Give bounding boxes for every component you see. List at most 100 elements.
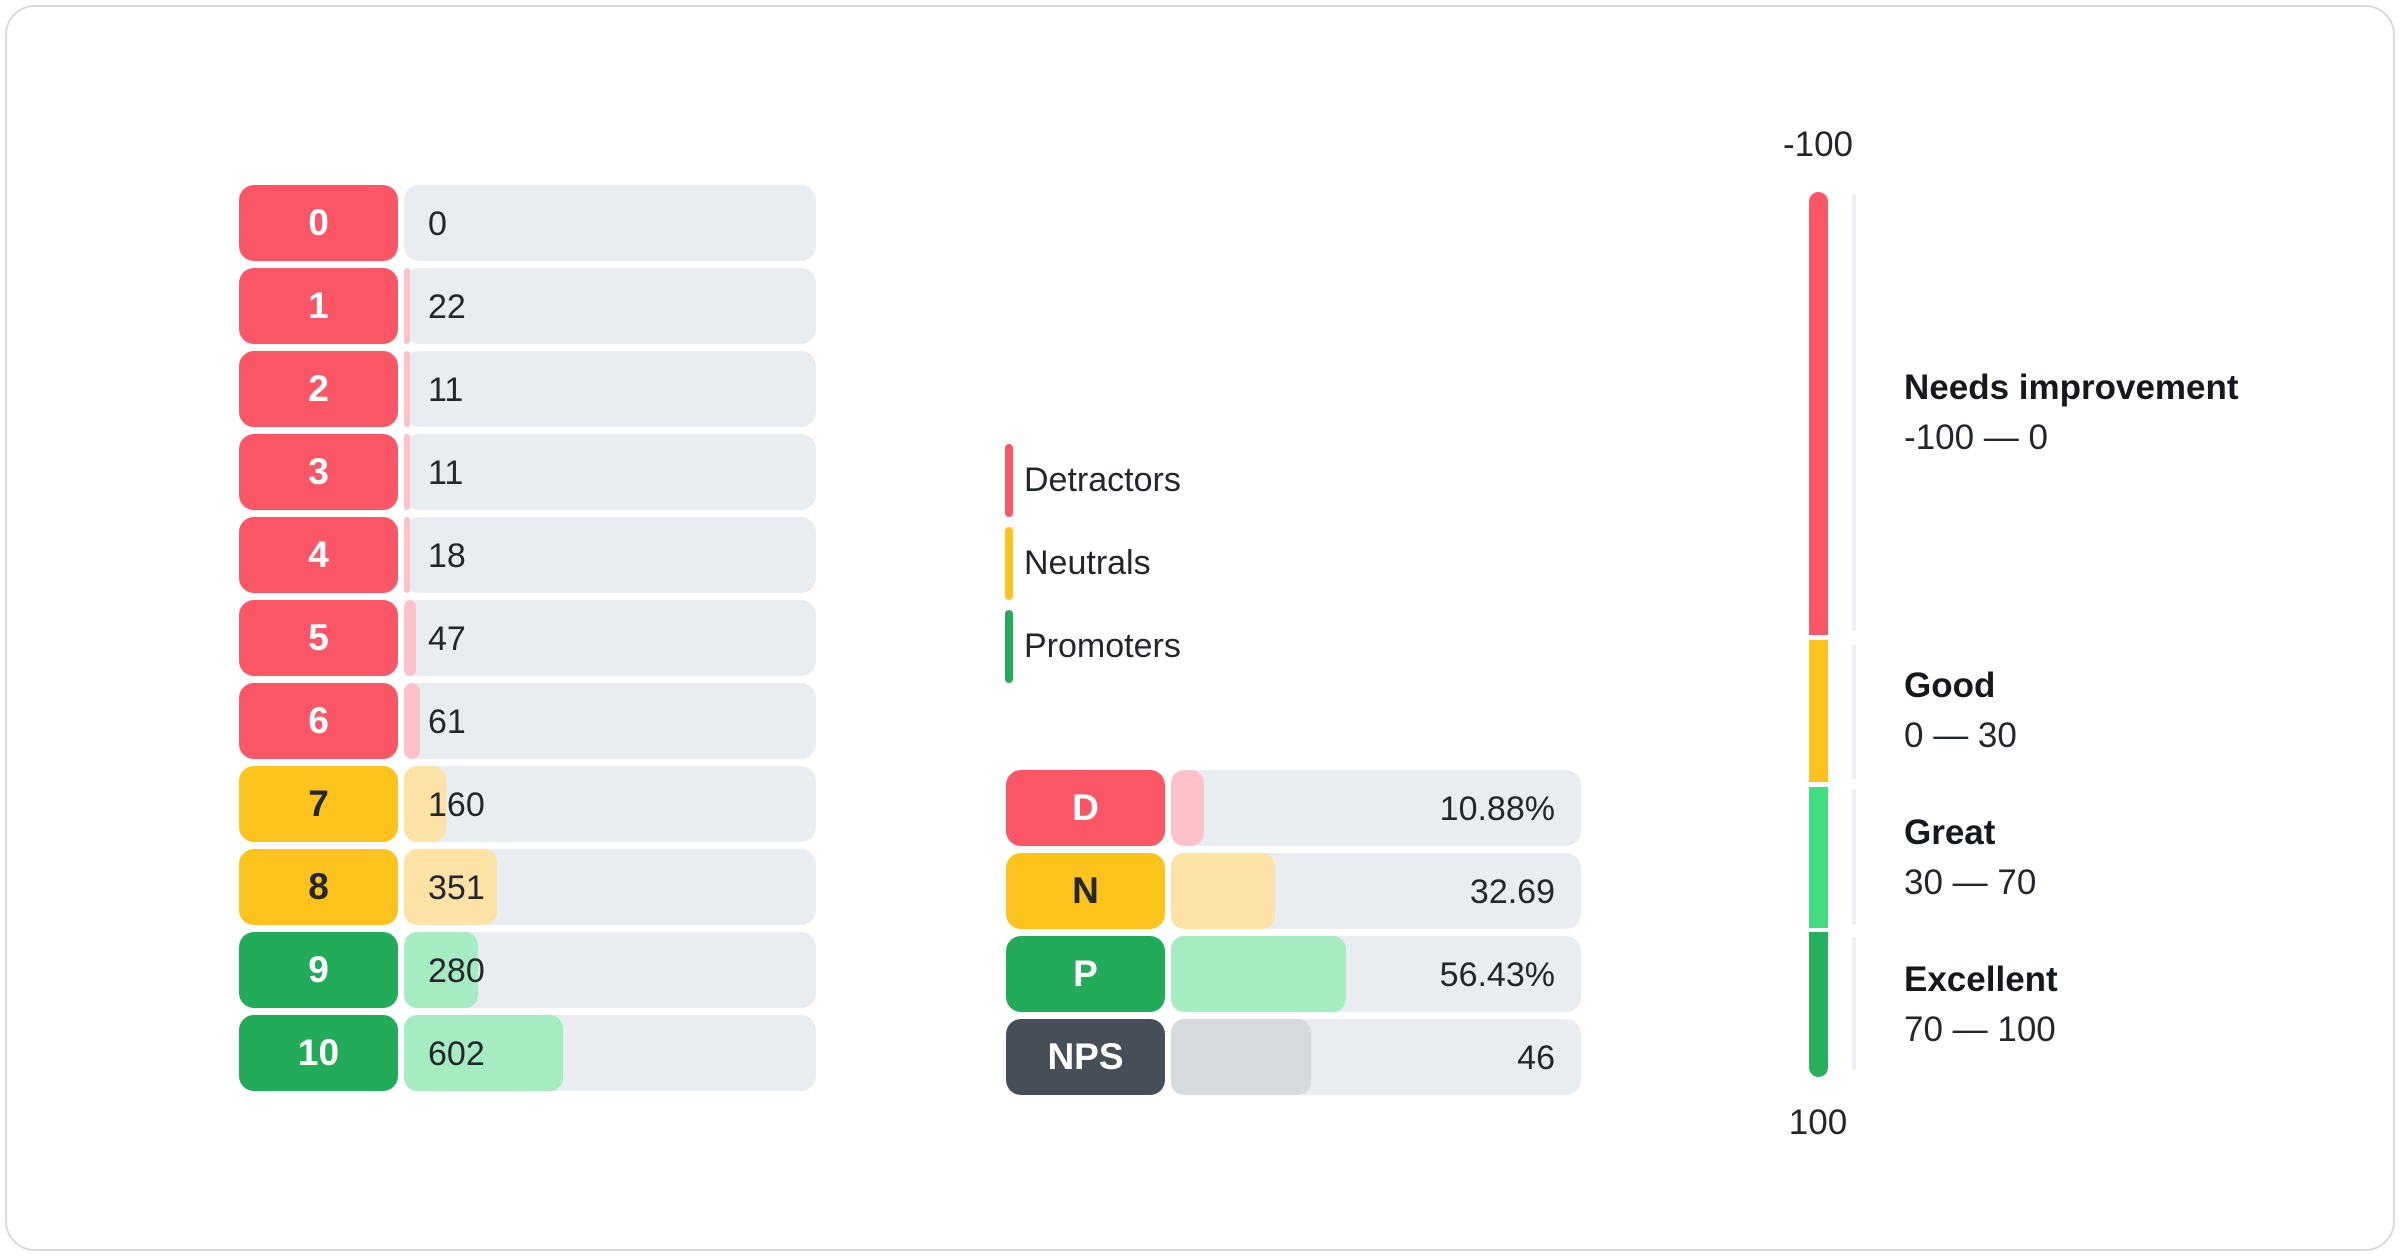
score-row-0-badge: 0	[239, 185, 398, 261]
score-row-8-badge: 8	[239, 849, 398, 925]
legend-item-neutrals: Neutrals	[1005, 527, 1181, 600]
summary-row-d: D 10.88%	[1006, 770, 1581, 846]
score-row-5-fill	[404, 600, 417, 676]
summary-row-p: P 56.43%	[1006, 936, 1581, 1012]
score-row-7-badge: 7	[239, 766, 398, 842]
score-row-2-count: 11	[428, 371, 464, 409]
score-row-9-track: 280	[404, 932, 816, 1008]
gauge-segment-3	[1809, 932, 1828, 1077]
score-row-1-count: 22	[428, 288, 466, 326]
score-row-3-count: 11	[428, 454, 464, 492]
score-row-6-fill	[404, 683, 421, 759]
score-row-6-count: 61	[428, 703, 466, 741]
score-row-3: 3 11	[239, 434, 816, 510]
score-row-5-track: 47	[404, 600, 816, 676]
score-row-1-track: 22	[404, 268, 816, 344]
zone-name: Needs improvement	[1904, 368, 2239, 407]
zone-label-good: Good 0 — 30	[1904, 661, 2017, 761]
zone-range: -100 — 0	[1904, 418, 2048, 457]
score-row-8-fill	[404, 849, 497, 925]
summary-row-d-value: 10.88%	[1439, 790, 1555, 828]
summary-row-nps: NPS 46	[1006, 1019, 1581, 1095]
summary-row-n-badge: N	[1006, 853, 1165, 929]
nps-gauge-bar	[1809, 192, 1828, 1077]
summary-row-nps-fill	[1171, 1019, 1311, 1095]
summary-row-n-track: 32.69	[1171, 853, 1581, 929]
score-row-3-track: 11	[404, 434, 816, 510]
score-row-1: 1 22	[239, 268, 816, 344]
score-row-8: 8 351	[239, 849, 816, 925]
gauge-bottom-label: 100	[1788, 1103, 1848, 1142]
summary-row-d-badge: D	[1006, 770, 1165, 846]
score-row-2-fill	[404, 351, 410, 427]
zone-label-excellent: Excellent 70 — 100	[1904, 955, 2058, 1055]
summary-row-nps-value: 46	[1517, 1039, 1555, 1077]
nps-widget-card: 0 0 1 22 2 11 3 11 4 18 5 47 6 61 7 160 8 351 9 280 10 602 De…	[5, 5, 2395, 1251]
zone-name: Great	[1904, 813, 1996, 852]
summary-row-nps-badge: NPS	[1006, 1019, 1165, 1095]
zone-label-great: Great 30 — 70	[1904, 808, 2036, 908]
legend-item-promoters: Promoters	[1005, 610, 1181, 683]
gauge-top-label: -100	[1782, 125, 1854, 164]
gauge-segment-1	[1809, 640, 1828, 782]
gauge-separator	[1852, 644, 1856, 780]
summary-row-nps-track: 46	[1171, 1019, 1581, 1095]
score-row-4-track: 18	[404, 517, 816, 593]
score-row-9-count: 280	[428, 952, 485, 990]
score-row-2-track: 11	[404, 351, 816, 427]
summary-row-n: N 32.69	[1006, 853, 1581, 929]
score-row-5-count: 47	[428, 620, 466, 658]
gauge-separator	[1852, 937, 1856, 1070]
score-row-7: 7 160	[239, 766, 816, 842]
score-row-6: 6 61	[239, 683, 816, 759]
score-row-4-count: 18	[428, 537, 466, 575]
score-row-10-badge: 10	[239, 1015, 398, 1091]
summary-row-p-track: 56.43%	[1171, 936, 1581, 1012]
score-row-7-count: 160	[428, 786, 485, 824]
legend-label: Detractors	[1024, 461, 1181, 499]
score-row-10: 10 602	[239, 1015, 816, 1091]
legend-swatch	[1005, 444, 1013, 517]
score-row-1-badge: 1	[239, 268, 398, 344]
score-row-4-fill	[404, 517, 410, 593]
legend-swatch	[1005, 527, 1013, 600]
legend: Detractors Neutrals Promoters	[1005, 444, 1181, 683]
score-row-2: 2 11	[239, 351, 816, 427]
score-row-10-track: 602	[404, 1015, 816, 1091]
gauge-separator	[1852, 789, 1856, 925]
nps-summary-list: D 10.88% N 32.69 P 56.43% NPS 46	[1006, 770, 1581, 1095]
zone-label-needs-improvement: Needs improvement -100 — 0	[1904, 363, 2239, 463]
score-row-10-count: 602	[428, 1035, 485, 1073]
score-row-9-fill	[404, 932, 478, 1008]
score-distribution-list: 0 0 1 22 2 11 3 11 4 18 5 47 6 61 7 160 8 351 9 280 10 602	[239, 185, 816, 1091]
summary-row-d-fill	[1171, 770, 1204, 846]
gauge-separator	[1852, 194, 1856, 631]
score-row-5: 5 47	[239, 600, 816, 676]
zone-name: Excellent	[1904, 960, 2058, 999]
score-row-5-badge: 5	[239, 600, 398, 676]
legend-label: Neutrals	[1024, 544, 1151, 582]
summary-row-p-badge: P	[1006, 936, 1165, 1012]
score-row-7-track: 160	[404, 766, 816, 842]
score-row-4-badge: 4	[239, 517, 398, 593]
summary-row-p-fill	[1171, 936, 1347, 1012]
score-row-9: 9 280	[239, 932, 816, 1008]
summary-row-p-value: 56.43%	[1439, 956, 1555, 994]
legend-swatch	[1005, 610, 1013, 683]
score-row-3-fill	[404, 434, 410, 510]
score-row-0-count: 0	[428, 205, 447, 243]
score-row-8-count: 351	[428, 869, 485, 907]
score-row-10-fill	[404, 1015, 563, 1091]
score-row-0-track: 0	[404, 185, 816, 261]
score-row-9-badge: 9	[239, 932, 398, 1008]
zone-range: 70 — 100	[1904, 1010, 2056, 1049]
legend-label: Promoters	[1024, 627, 1181, 665]
score-row-8-track: 351	[404, 849, 816, 925]
score-row-1-fill	[404, 268, 410, 344]
score-row-6-badge: 6	[239, 683, 398, 759]
legend-item-detractors: Detractors	[1005, 444, 1181, 517]
zone-name: Good	[1904, 666, 1996, 705]
score-row-6-track: 61	[404, 683, 816, 759]
summary-row-d-track: 10.88%	[1171, 770, 1581, 846]
